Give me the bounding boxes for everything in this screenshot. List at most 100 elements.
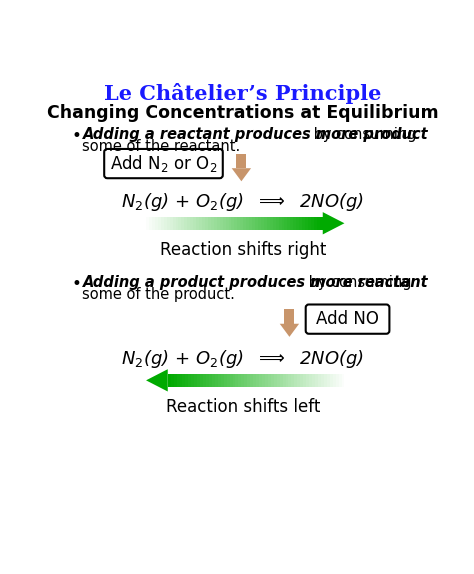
Polygon shape — [215, 374, 218, 387]
Polygon shape — [236, 374, 238, 387]
Polygon shape — [252, 217, 255, 230]
Polygon shape — [318, 374, 321, 387]
Polygon shape — [291, 217, 293, 230]
Polygon shape — [283, 374, 285, 387]
Polygon shape — [229, 374, 233, 387]
Polygon shape — [330, 374, 333, 387]
Polygon shape — [232, 168, 251, 181]
Polygon shape — [280, 324, 299, 337]
Polygon shape — [146, 369, 168, 391]
Polygon shape — [296, 217, 299, 230]
Polygon shape — [194, 374, 197, 387]
Polygon shape — [171, 374, 173, 387]
Polygon shape — [197, 374, 200, 387]
Polygon shape — [152, 217, 155, 230]
Polygon shape — [233, 374, 236, 387]
Polygon shape — [256, 374, 259, 387]
Polygon shape — [284, 217, 287, 230]
Polygon shape — [309, 374, 312, 387]
Text: •: • — [72, 127, 82, 145]
Polygon shape — [294, 374, 297, 387]
Polygon shape — [265, 374, 268, 387]
Polygon shape — [262, 374, 265, 387]
Text: Reaction shifts left: Reaction shifts left — [166, 398, 320, 417]
Polygon shape — [285, 374, 289, 387]
Polygon shape — [180, 374, 182, 387]
Polygon shape — [275, 217, 279, 230]
Polygon shape — [300, 374, 303, 387]
Polygon shape — [268, 374, 271, 387]
Text: N$_2$(g) + O$_2$(g)  $\Longrightarrow$  2NO(g): N$_2$(g) + O$_2$(g) $\Longrightarrow$ 2N… — [121, 191, 365, 212]
Text: by consuming: by consuming — [309, 127, 416, 142]
Polygon shape — [311, 217, 314, 230]
Polygon shape — [206, 374, 209, 387]
Polygon shape — [214, 217, 217, 230]
Polygon shape — [161, 217, 164, 230]
Polygon shape — [173, 217, 175, 230]
Polygon shape — [208, 217, 211, 230]
Text: Changing Concentrations at Equilibrium: Changing Concentrations at Equilibrium — [47, 104, 439, 122]
Polygon shape — [284, 309, 294, 324]
Polygon shape — [253, 374, 256, 387]
Polygon shape — [175, 217, 178, 230]
Polygon shape — [226, 217, 228, 230]
Polygon shape — [173, 374, 177, 387]
Polygon shape — [308, 217, 311, 230]
Polygon shape — [306, 374, 309, 387]
Polygon shape — [305, 217, 308, 230]
Text: N$_2$(g) + O$_2$(g)  $\Longrightarrow$  2NO(g): N$_2$(g) + O$_2$(g) $\Longrightarrow$ 2N… — [121, 348, 365, 370]
Polygon shape — [223, 217, 226, 230]
Polygon shape — [299, 217, 302, 230]
Polygon shape — [289, 374, 292, 387]
Polygon shape — [190, 217, 193, 230]
Polygon shape — [317, 217, 320, 230]
Polygon shape — [231, 217, 235, 230]
Polygon shape — [191, 374, 194, 387]
Polygon shape — [323, 212, 345, 234]
Polygon shape — [209, 374, 212, 387]
Polygon shape — [177, 374, 180, 387]
Polygon shape — [238, 374, 241, 387]
Polygon shape — [200, 374, 203, 387]
Polygon shape — [271, 374, 274, 387]
Polygon shape — [255, 217, 258, 230]
Polygon shape — [193, 217, 196, 230]
Text: •: • — [72, 276, 82, 293]
Polygon shape — [243, 217, 246, 230]
Polygon shape — [241, 374, 244, 387]
Text: Add NO: Add NO — [316, 310, 379, 328]
Polygon shape — [212, 374, 215, 387]
Polygon shape — [315, 374, 318, 387]
FancyBboxPatch shape — [306, 304, 390, 333]
Polygon shape — [164, 217, 167, 230]
Polygon shape — [277, 374, 280, 387]
Polygon shape — [228, 217, 231, 230]
Polygon shape — [187, 217, 190, 230]
Polygon shape — [324, 374, 327, 387]
Text: Le Châtelier’s Principle: Le Châtelier’s Principle — [104, 83, 382, 104]
Polygon shape — [188, 374, 191, 387]
Polygon shape — [237, 154, 246, 168]
Polygon shape — [235, 217, 237, 230]
Polygon shape — [184, 217, 187, 230]
Polygon shape — [267, 217, 270, 230]
Text: some of the reactant.: some of the reactant. — [82, 139, 241, 154]
Polygon shape — [314, 217, 317, 230]
Polygon shape — [246, 217, 249, 230]
Text: Add N$_2$ or O$_2$: Add N$_2$ or O$_2$ — [110, 153, 217, 174]
Polygon shape — [205, 217, 208, 230]
Polygon shape — [302, 217, 305, 230]
Text: Reaction shifts right: Reaction shifts right — [160, 241, 326, 259]
Polygon shape — [249, 217, 252, 230]
Polygon shape — [227, 374, 229, 387]
Polygon shape — [287, 217, 291, 230]
Text: some of the product.: some of the product. — [82, 287, 236, 302]
Polygon shape — [321, 374, 324, 387]
Polygon shape — [224, 374, 227, 387]
Text: by consuming: by consuming — [304, 276, 411, 290]
Polygon shape — [336, 374, 338, 387]
Polygon shape — [282, 217, 284, 230]
Polygon shape — [182, 374, 185, 387]
Polygon shape — [170, 217, 173, 230]
Polygon shape — [258, 217, 261, 230]
